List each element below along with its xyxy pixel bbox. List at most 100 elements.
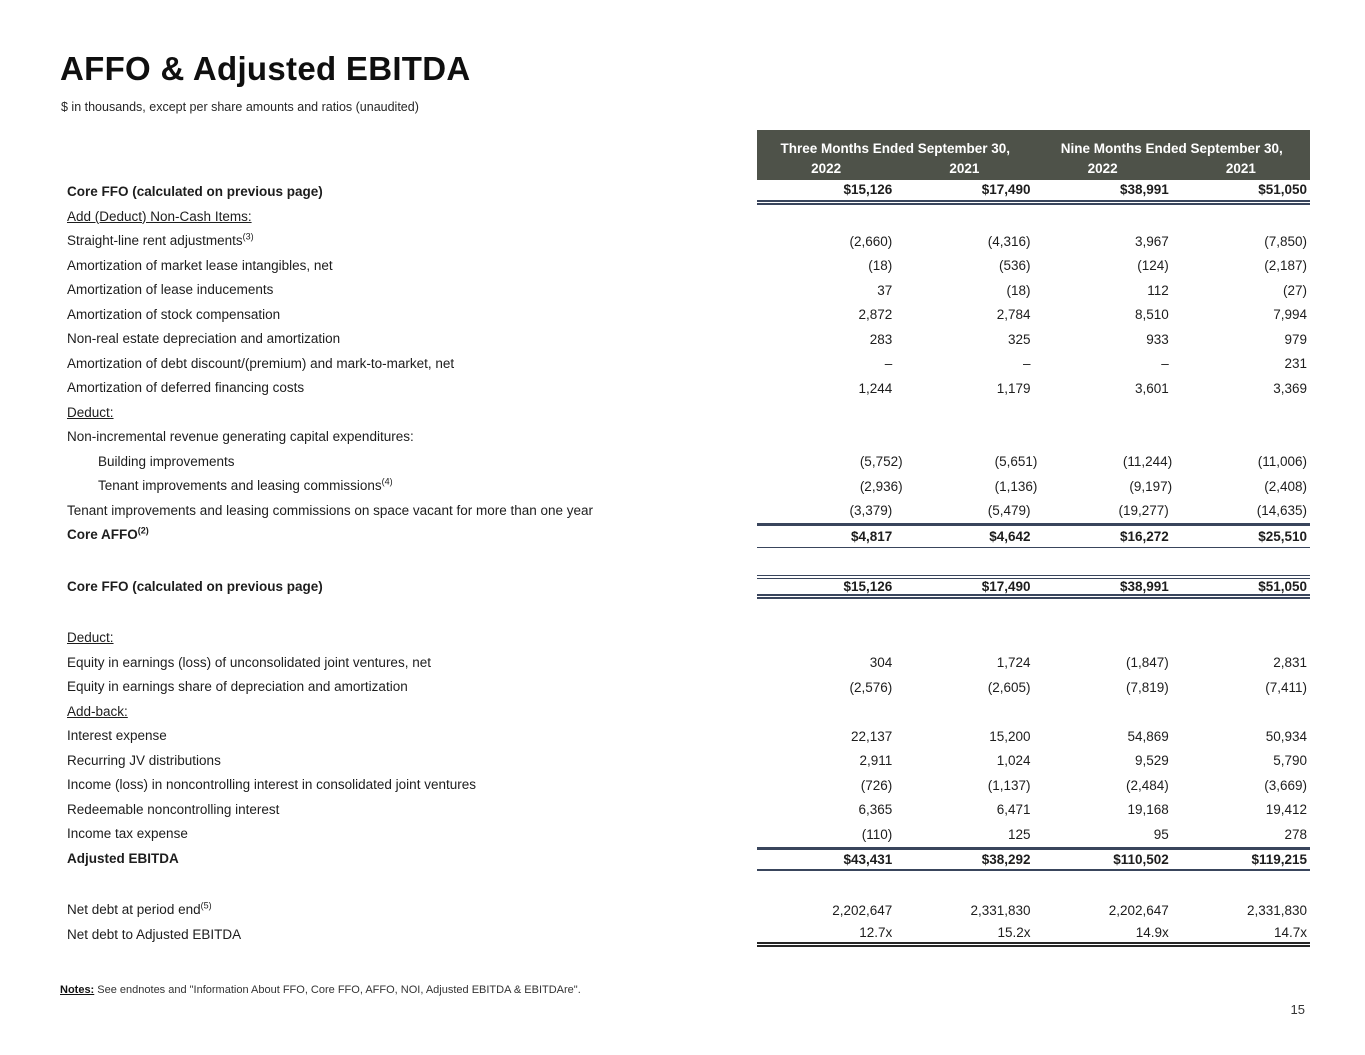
row-values: (726) (1,137) (2,484) (3,669) xyxy=(757,773,1310,798)
cell-value: 15,200 xyxy=(989,728,1031,744)
cell-value: (2,484) xyxy=(1125,777,1169,793)
row-values: 1,244 1,179 3,601 3,369 xyxy=(757,376,1310,401)
cell-value: 54,869 xyxy=(1127,728,1169,744)
row-values: 6,365 6,471 19,168 19,412 xyxy=(757,798,1310,823)
footnote-marker: (5) xyxy=(200,900,212,911)
row-values: $4,817 $4,642 $16,272 $25,510 xyxy=(757,523,1310,548)
column-year-4: 2021 xyxy=(1225,160,1256,176)
cell-value: $43,431 xyxy=(843,851,893,867)
table-row: Add-back: xyxy=(67,700,1310,725)
cell-value: (11,006) xyxy=(1257,454,1307,470)
table-row: Income (loss) in noncontrolling interest… xyxy=(67,773,1310,798)
table-row: Building improvements (5,752) (5,651) (11,2… xyxy=(67,450,1310,475)
cell-value: $51,050 xyxy=(1258,182,1307,198)
cell-value: 112 xyxy=(1147,282,1169,298)
cell-value: $4,817 xyxy=(850,528,893,544)
row-values: $15,126 $17,490 $38,991 $51,050 xyxy=(757,180,1310,205)
row-values xyxy=(757,700,1310,725)
cell-value: (1,136) xyxy=(994,478,1038,494)
table-row: Deduct: xyxy=(67,626,1310,651)
cell-value: – xyxy=(1161,356,1169,372)
cell-value: (1,847) xyxy=(1125,655,1169,671)
row-values: (2,576) (2,605) (7,819) (7,411) xyxy=(757,675,1310,700)
page-subtitle: $ in thousands, except per share amounts… xyxy=(61,100,419,114)
footnote-marker: (4) xyxy=(381,476,393,487)
row-values: 37 (18) 112 (27) xyxy=(757,278,1310,303)
table-row: Net debt to Adjusted EBITDA 12.7x 15.2x 14.… xyxy=(67,923,1310,947)
cell-value: 8,510 xyxy=(1134,307,1169,323)
cell-value: (2,660) xyxy=(849,233,893,249)
cell-value: 2,872 xyxy=(858,307,893,323)
cell-value: 3,369 xyxy=(1273,380,1307,396)
row-values: (2,660) (4,316) 3,967 (7,850) xyxy=(757,229,1310,254)
cell-value: (9,197) xyxy=(1129,478,1173,494)
cell-value: (18) xyxy=(1006,282,1031,298)
cell-value: (5,651) xyxy=(994,454,1038,470)
spacer-row xyxy=(67,871,1310,898)
table-row: Amortization of market lease intangibles… xyxy=(67,254,1310,279)
cell-value: 14.9x xyxy=(1135,924,1169,940)
cell-value: 9,529 xyxy=(1134,753,1169,769)
row-values: (18) (536) (124) (2,187) xyxy=(757,254,1310,279)
row-values: $43,431 $38,292 $110,502 $119,215 xyxy=(757,846,1310,871)
row-values xyxy=(757,626,1310,651)
table-header: Three Months Ended September 30, Nine Mo… xyxy=(67,130,1310,180)
table-row: Amortization of deferred financing costs… xyxy=(67,376,1310,401)
table-row: Core FFO (calculated on previous page) $1… xyxy=(67,574,1310,599)
table-row: Interest expense 22,137 15,200 54,869 50,934 xyxy=(67,724,1310,749)
cell-value: 3,601 xyxy=(1134,380,1169,396)
cell-value: – xyxy=(884,356,893,372)
cell-value: 304 xyxy=(869,655,893,671)
cell-value: (726) xyxy=(860,777,893,793)
cell-value: 2,202,647 xyxy=(1108,902,1169,918)
cell-value: 231 xyxy=(1284,356,1307,372)
cell-value: (2,605) xyxy=(987,679,1031,695)
cell-value: 5,790 xyxy=(1273,753,1307,769)
cell-value: $17,490 xyxy=(981,182,1031,198)
cell-value: $38,991 xyxy=(1119,182,1169,198)
row-label: Tenant improvements and leasing commissi… xyxy=(67,502,594,518)
cell-value: 14.7x xyxy=(1273,924,1307,940)
column-year-1: 2022 xyxy=(811,160,842,176)
page-number: 15 xyxy=(1290,1002,1305,1017)
cell-value: 50,934 xyxy=(1265,728,1307,744)
cell-value: 278 xyxy=(1284,826,1307,842)
cell-value: 6,471 xyxy=(996,802,1031,818)
row-label: Amortization of deferred financing costs xyxy=(67,380,305,395)
cell-value: $4,642 xyxy=(989,528,1031,544)
page-title: AFFO & Adjusted EBITDA xyxy=(60,50,471,87)
row-label: Building improvements xyxy=(98,453,235,469)
table-body: Core FFO (calculated on previous page) $1… xyxy=(67,180,1310,947)
cell-value: (14,635) xyxy=(1256,503,1307,519)
footnote: Notes: See endnotes and "Information Abo… xyxy=(60,984,581,996)
cell-value: $15,126 xyxy=(843,182,893,198)
row-label: Core FFO (calculated on previous page) xyxy=(67,184,323,199)
cell-value: $17,490 xyxy=(981,578,1031,594)
table-row: Income tax expense (110) 125 95 278 xyxy=(67,822,1310,847)
spacer-row xyxy=(67,548,1310,575)
financial-table: Three Months Ended September 30, Nine Mo… xyxy=(67,130,1310,947)
cell-value: $51,050 xyxy=(1258,578,1307,594)
cell-value: $38,991 xyxy=(1119,578,1169,594)
cell-value: 979 xyxy=(1284,331,1307,347)
table-row: Deduct: xyxy=(67,401,1310,426)
cell-value: 1,244 xyxy=(858,380,893,396)
cell-value: (1,137) xyxy=(987,777,1031,793)
cell-value: (27) xyxy=(1282,282,1307,298)
row-label: Add (Deduct) Non-Cash Items: xyxy=(67,208,252,224)
cell-value: (3,669) xyxy=(1264,777,1307,793)
cell-value: 95 xyxy=(1153,826,1169,842)
cell-value: 2,331,830 xyxy=(1246,902,1307,918)
footnote-marker: (2) xyxy=(137,525,149,536)
row-label: Amortization of market lease intangibles… xyxy=(67,257,333,273)
cell-value: (7,819) xyxy=(1125,679,1169,695)
cell-value: $25,510 xyxy=(1258,528,1307,544)
table-row: Amortization of debt discount/(premium) … xyxy=(67,352,1310,377)
header-group-row: Three Months Ended September 30, Nine Mo… xyxy=(757,130,1310,156)
cell-value: 12.7x xyxy=(859,924,893,940)
cell-value: (5,752) xyxy=(859,454,903,470)
column-year-2: 2021 xyxy=(949,160,980,176)
table-row: Redeemable noncontrolling interest 6,365 6… xyxy=(67,798,1310,823)
row-values: $15,126 $17,490 $38,991 $51,050 xyxy=(757,574,1310,599)
